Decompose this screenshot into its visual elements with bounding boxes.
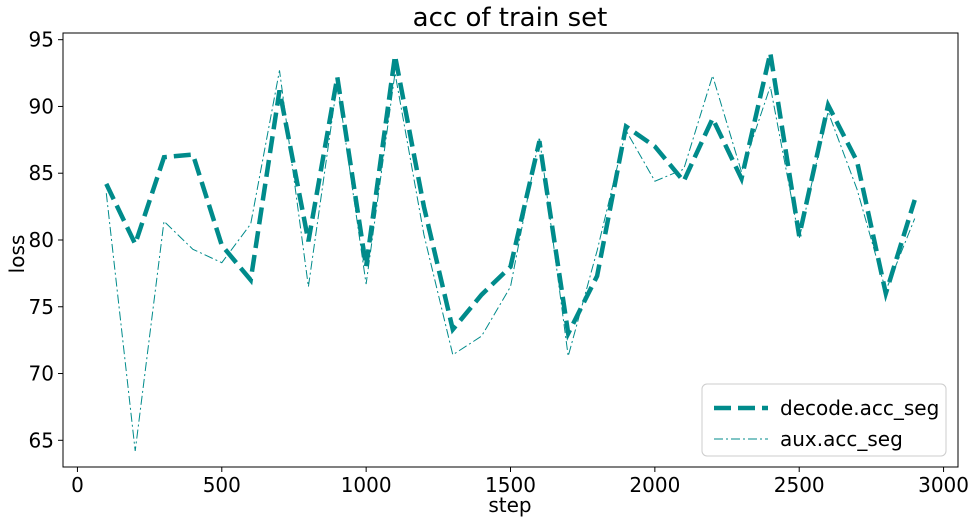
x-tick-label: 500 — [203, 473, 241, 497]
legend-label: aux.acc_seg — [780, 427, 903, 451]
x-tick-label: 2000 — [629, 473, 680, 497]
y-tick-label: 70 — [29, 362, 54, 386]
chart-title: acc of train set — [413, 3, 608, 33]
legend-box — [701, 383, 947, 457]
x-tick-label: 3000 — [918, 473, 969, 497]
y-tick-label: 80 — [29, 228, 54, 252]
y-tick-label: 65 — [29, 428, 54, 452]
x-tick-label: 1500 — [485, 473, 536, 497]
y-tick-label: 95 — [29, 28, 54, 52]
y-tick-label: 85 — [29, 161, 54, 185]
x-tick-label: 1000 — [341, 473, 392, 497]
x-tick-label: 0 — [71, 473, 84, 497]
legend: decode.acc_seg aux.acc_seg — [701, 383, 947, 457]
y-tick-label: 75 — [29, 295, 54, 319]
x-tick-label: 2500 — [774, 473, 825, 497]
y-tick-label: 90 — [29, 94, 54, 118]
plot-area: 0 500 1000 1500 2000 2500 3000 65 70 75 80 85 90 95 — [29, 28, 969, 497]
series-line-aux-acc-seg — [105, 70, 916, 452]
y-axis-label: loss — [5, 235, 29, 274]
x-axis-label: step — [488, 493, 531, 517]
series-line-decode-acc-seg — [104, 52, 917, 341]
legend-label: decode.acc_seg — [780, 396, 939, 420]
